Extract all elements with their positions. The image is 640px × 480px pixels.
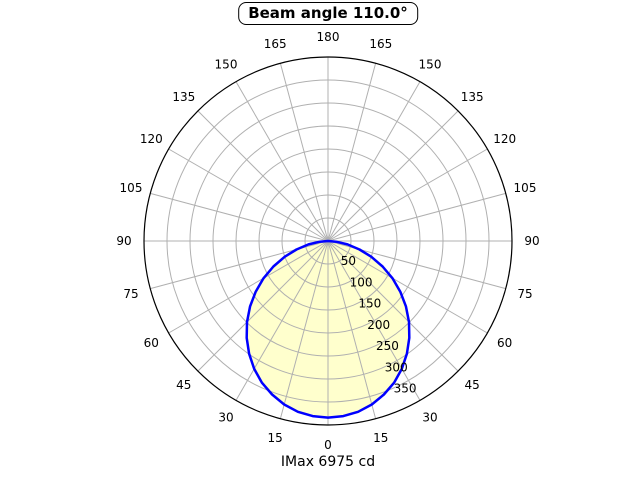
theta-tick-label: 165 — [369, 37, 392, 51]
theta-tick-label: 135 — [172, 90, 195, 104]
grid-spoke — [197, 240, 329, 372]
grid-spoke — [279, 63, 329, 242]
theta-tick-label: 150 — [419, 57, 442, 71]
r-tick-label: 150 — [358, 297, 381, 311]
grid-spoke — [327, 240, 377, 419]
grid-spoke — [327, 240, 488, 334]
r-tick-label: 300 — [385, 361, 408, 375]
theta-tick-label: 60 — [144, 336, 159, 350]
theta-tick-label: 75 — [517, 287, 532, 301]
theta-tick-label: 30 — [218, 411, 233, 425]
grid-spoke — [327, 148, 488, 242]
theta-tick-label: 120 — [493, 132, 516, 146]
grid-spoke — [327, 81, 421, 242]
grid-spoke — [235, 81, 329, 242]
grid-spoke — [235, 240, 329, 401]
r-tick-label: 50 — [341, 254, 356, 268]
theta-tick-label: 165 — [264, 37, 287, 51]
imax-label: IMax 6975 cd — [280, 454, 376, 470]
theta-tick-label: 15 — [268, 431, 283, 445]
theta-tick-label: 90 — [524, 234, 539, 248]
grid-spoke — [279, 240, 329, 419]
theta-tick-label: 120 — [140, 132, 163, 146]
grid-spoke — [168, 240, 329, 334]
theta-tick-label: 75 — [123, 287, 138, 301]
beam-curve — [245, 239, 411, 419]
grid-spoke — [327, 240, 421, 401]
theta-tick-label: 105 — [120, 181, 143, 195]
theta-tick-label: 45 — [465, 378, 480, 392]
chart-title: Beam angle 110.0° — [238, 2, 418, 25]
r-tick-label: 250 — [376, 339, 399, 353]
theta-tick-label: 150 — [215, 57, 238, 71]
r-tick-label: 200 — [367, 318, 390, 332]
grid-spoke — [150, 192, 329, 242]
grid-spoke — [327, 240, 459, 372]
grid-spoke — [197, 110, 329, 242]
theta-tick-label: 105 — [514, 181, 537, 195]
theta-tick-label: 180 — [317, 30, 340, 44]
theta-tick-label: 60 — [497, 336, 512, 350]
theta-tick-label: 15 — [373, 431, 388, 445]
r-tick-label: 100 — [350, 276, 373, 290]
outer-ring — [143, 56, 513, 426]
theta-tick-label: 0 — [324, 438, 332, 452]
theta-tick-label: 135 — [461, 90, 484, 104]
grid-spoke — [327, 192, 506, 242]
theta-tick-label: 30 — [422, 411, 437, 425]
grid-spoke — [327, 63, 377, 242]
grid-spoke — [168, 148, 329, 242]
theta-tick-label: 45 — [176, 378, 191, 392]
theta-tick-label: 90 — [116, 234, 131, 248]
r-tick-label: 350 — [394, 382, 417, 396]
grid-spoke — [327, 110, 459, 242]
